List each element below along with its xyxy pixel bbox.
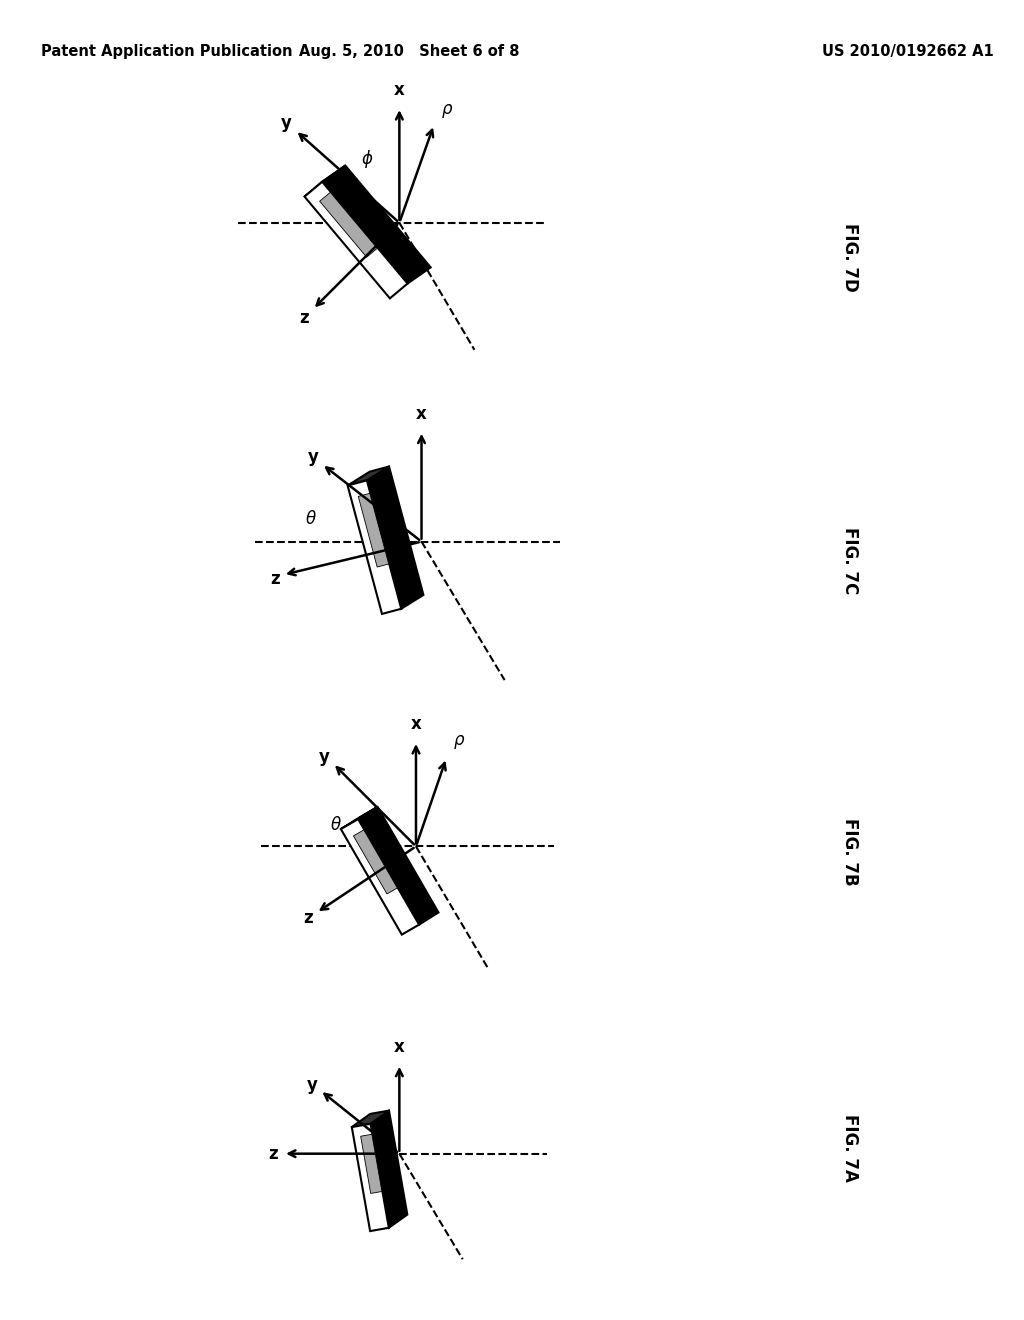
Polygon shape <box>360 1134 382 1193</box>
Polygon shape <box>367 466 424 609</box>
Polygon shape <box>347 466 389 486</box>
Polygon shape <box>341 807 378 829</box>
Polygon shape <box>353 830 397 894</box>
Text: $\theta$: $\theta$ <box>305 510 316 528</box>
Polygon shape <box>371 1110 408 1228</box>
Text: y: y <box>282 115 292 132</box>
Polygon shape <box>347 480 401 614</box>
Text: $\theta$: $\theta$ <box>336 185 347 202</box>
Polygon shape <box>358 494 389 568</box>
Text: y: y <box>307 1076 317 1094</box>
Text: $\rho$: $\rho$ <box>441 102 454 120</box>
Polygon shape <box>358 807 438 924</box>
Text: $\phi$: $\phi$ <box>361 148 374 170</box>
Text: US 2010/0192662 A1: US 2010/0192662 A1 <box>821 44 993 58</box>
Text: y: y <box>319 747 330 766</box>
Text: z: z <box>303 909 312 928</box>
Text: $\theta$: $\theta$ <box>330 816 342 834</box>
Text: z: z <box>299 309 309 327</box>
Text: $\rho$: $\rho$ <box>453 733 466 751</box>
Text: FIG. 7B: FIG. 7B <box>841 817 859 886</box>
Text: y: y <box>308 449 318 466</box>
Text: x: x <box>416 404 427 422</box>
Text: Patent Application Publication: Patent Application Publication <box>41 44 293 58</box>
Text: Aug. 5, 2010   Sheet 6 of 8: Aug. 5, 2010 Sheet 6 of 8 <box>299 44 520 58</box>
Text: x: x <box>411 715 421 733</box>
Polygon shape <box>352 1123 389 1232</box>
Polygon shape <box>304 182 408 298</box>
Text: x: x <box>394 81 404 99</box>
Text: FIG. 7A: FIG. 7A <box>841 1114 859 1183</box>
Text: x: x <box>394 1038 404 1056</box>
Text: z: z <box>268 1144 278 1163</box>
Polygon shape <box>319 193 377 257</box>
Text: $\phi$: $\phi$ <box>377 475 389 498</box>
Polygon shape <box>341 820 419 935</box>
Polygon shape <box>352 1110 389 1127</box>
Text: z: z <box>270 570 280 589</box>
Polygon shape <box>323 165 431 284</box>
Text: FIG. 7C: FIG. 7C <box>841 528 859 594</box>
Polygon shape <box>304 165 345 197</box>
Text: FIG. 7D: FIG. 7D <box>841 223 859 292</box>
